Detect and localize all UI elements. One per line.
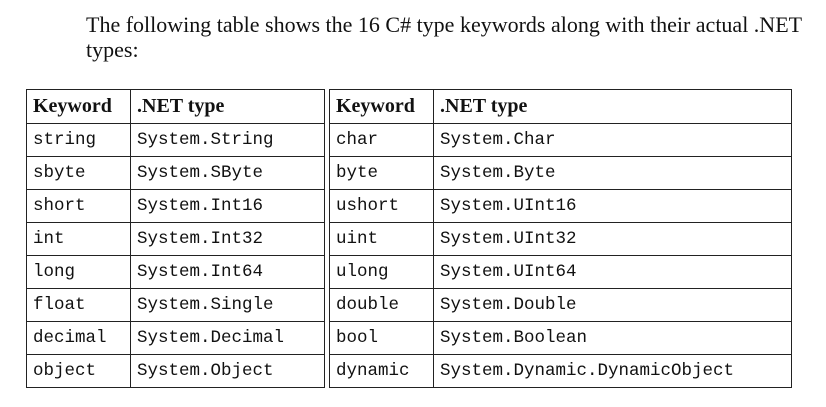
net-type-cell: System.UInt32 [433, 222, 792, 256]
net-type-cell: System.SByte [130, 156, 325, 190]
table-row: string System.String [26, 123, 325, 157]
keyword-table-left: Keyword .NET type string System.String s… [26, 89, 325, 388]
net-type-cell: System.Single [130, 288, 325, 322]
keyword-cell: decimal [26, 321, 131, 355]
keyword-cell: int [26, 222, 131, 256]
table-row: int System.Int32 [26, 222, 325, 256]
table-row: byte System.Byte [329, 156, 792, 190]
keyword-cell: long [26, 255, 131, 289]
net-type-cell: System.Double [433, 288, 792, 322]
table-row: char System.Char [329, 123, 792, 157]
net-type-cell: System.UInt64 [433, 255, 792, 289]
net-type-cell: System.Int32 [130, 222, 325, 256]
keyword-cell: uint [329, 222, 434, 256]
table-row: float System.Single [26, 288, 325, 322]
keyword-cell: double [329, 288, 434, 322]
table-row: double System.Double [329, 288, 792, 322]
net-type-cell: System.Int16 [130, 189, 325, 223]
table-row: short System.Int16 [26, 189, 325, 223]
net-type-cell: System.Byte [433, 156, 792, 190]
keyword-cell: char [329, 123, 434, 157]
keyword-column-header: Keyword [329, 89, 434, 124]
table-row: sbyte System.SByte [26, 156, 325, 190]
table-row: dynamic System.Dynamic.DynamicObject [329, 354, 792, 388]
keyword-cell: sbyte [26, 156, 131, 190]
keyword-cell: dynamic [329, 354, 434, 388]
table-row: uint System.UInt32 [329, 222, 792, 256]
keyword-column-header: Keyword [26, 89, 131, 124]
keyword-cell: ushort [329, 189, 434, 223]
net-type-cell: System.Decimal [130, 321, 325, 355]
keyword-cell: float [26, 288, 131, 322]
table-row: ushort System.UInt16 [329, 189, 792, 223]
keyword-cell: object [26, 354, 131, 388]
net-type-cell: System.Boolean [433, 321, 792, 355]
net-type-cell: System.Char [433, 123, 792, 157]
net-type-cell: System.String [130, 123, 325, 157]
intro-paragraph: The following table shows the 16 C# type… [86, 12, 802, 62]
table-row: decimal System.Decimal [26, 321, 325, 355]
keyword-cell: string [26, 123, 131, 157]
table-row: object System.Object [26, 354, 325, 388]
table-row: long System.Int64 [26, 255, 325, 289]
table-row: ulong System.UInt64 [329, 255, 792, 289]
net-type-cell: System.Dynamic.DynamicObject [433, 354, 792, 388]
keyword-table-right: Keyword .NET type char System.Char byte … [329, 89, 792, 388]
net-type-cell: System.Object [130, 354, 325, 388]
table-header-row: Keyword .NET type [329, 89, 792, 124]
keyword-cell: ulong [329, 255, 434, 289]
table-header-row: Keyword .NET type [26, 89, 325, 124]
keyword-cell: bool [329, 321, 434, 355]
keyword-cell: byte [329, 156, 434, 190]
net-type-cell: System.UInt16 [433, 189, 792, 223]
keyword-cell: short [26, 189, 131, 223]
table-row: bool System.Boolean [329, 321, 792, 355]
net-type-column-header: .NET type [433, 89, 792, 124]
net-type-column-header: .NET type [130, 89, 325, 124]
net-type-cell: System.Int64 [130, 255, 325, 289]
